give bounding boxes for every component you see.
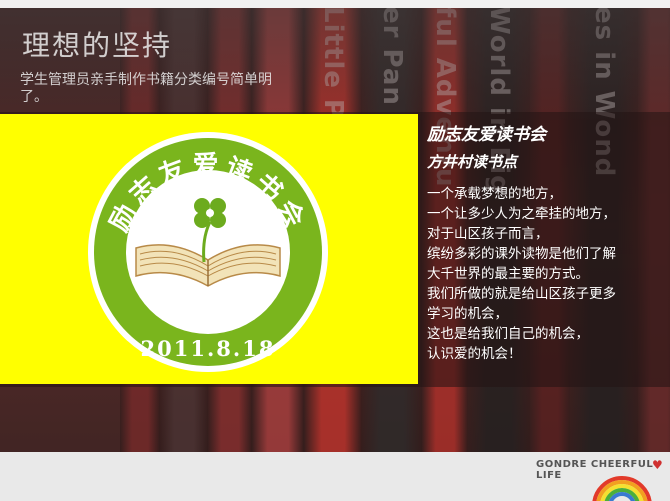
logo-inner [126, 170, 290, 334]
club-logo: 励志友爱读书会 2011.8.18 [88, 132, 328, 372]
description-line: 学习的机会， [427, 306, 508, 322]
page-title: 理想的坚持 [22, 29, 173, 62]
description-line: 这也是给我们自己的机会， [427, 326, 589, 342]
top-fade [0, 0, 670, 120]
logo-date: 2011.8.18 [141, 336, 276, 361]
open-book-icon [135, 244, 281, 287]
description-line: 一个承载梦想的地方， [427, 186, 562, 202]
description-line: 大千世界的最主要的方式。 [427, 266, 589, 282]
page-subtitle: 学生管理员亲手制作书籍分类编号简单明了。 [20, 72, 272, 105]
clover-icon [194, 198, 226, 263]
club-name: 励志友爱读书会 [427, 125, 546, 145]
top-strip [0, 0, 670, 8]
description-line: 一个让多少人为之牵挂的地方， [427, 206, 616, 222]
bottom-strip [0, 452, 670, 501]
info-panel: 励志友爱读书会 方井村读书点 一个承载梦想的地方， 一个让多少人为之牵挂的地方，… [425, 120, 665, 364]
description-line: 缤纷多彩的课外读物是他们了解 [427, 246, 616, 262]
rainbow-icon [592, 476, 652, 501]
description-line: 认识爱的机会！ [427, 346, 522, 362]
brand-label: GONDRE CHEERFUL LIFE [536, 459, 654, 481]
description-line: 我们所做的就是给山区孩子更多 [427, 286, 616, 302]
description: 一个承载梦想的地方， 一个让多少人为之牵挂的地方， 对于山区孩子而言， 缤纷多彩… [425, 184, 665, 364]
description-line: 对于山区孩子而言， [427, 226, 549, 242]
venue-name: 方井村读书点 [427, 153, 518, 171]
heart-icon: ♥ [652, 458, 663, 472]
